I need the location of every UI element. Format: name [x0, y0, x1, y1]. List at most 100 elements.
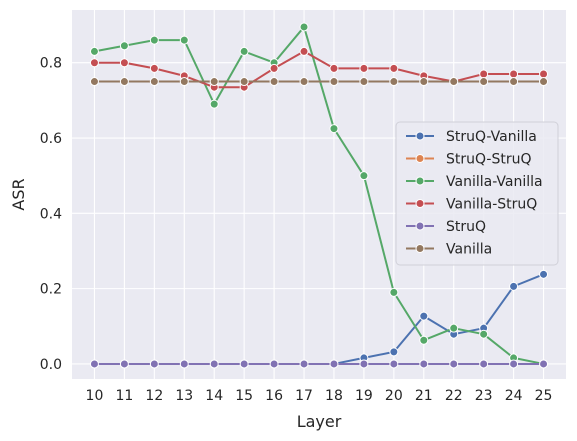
- x-tick-label: 14: [205, 388, 223, 404]
- data-point: [239, 359, 249, 369]
- y-tick-label: 0.0: [40, 357, 62, 373]
- x-tick-label: 20: [385, 388, 403, 404]
- x-tick-label: 24: [505, 388, 523, 404]
- data-point: [359, 63, 369, 73]
- series-line: [93, 25, 545, 365]
- legend-label: Vanilla: [446, 242, 492, 258]
- data-point: [479, 77, 489, 87]
- data-point: [389, 77, 399, 87]
- data-point: [119, 41, 129, 51]
- legend-entry: Vanilla-Vanilla: [406, 174, 543, 190]
- data-point: [419, 335, 429, 345]
- legend-marker: [415, 244, 425, 253]
- data-point: [479, 69, 489, 79]
- x-tick-label: 23: [475, 388, 493, 404]
- x-tick-label: 11: [115, 388, 133, 404]
- data-point: [329, 77, 339, 87]
- data-point: [89, 77, 99, 87]
- data-point: [269, 63, 279, 73]
- x-tick-label: 12: [145, 388, 163, 404]
- legend-marker: [415, 154, 425, 163]
- data-point: [329, 359, 339, 369]
- data-point: [89, 359, 99, 369]
- data-point: [119, 359, 129, 369]
- series-vanilla: [89, 77, 549, 87]
- data-point: [419, 311, 429, 321]
- data-point: [359, 77, 369, 87]
- data-point: [299, 359, 309, 369]
- data-point: [179, 35, 189, 45]
- x-tick-label: 22: [445, 388, 463, 404]
- legend-marker: [415, 199, 425, 208]
- x-tick-label: 10: [86, 388, 104, 404]
- data-point: [209, 77, 219, 87]
- series-struq: [89, 359, 549, 369]
- data-point: [209, 99, 219, 109]
- data-point: [509, 69, 519, 79]
- data-point: [389, 287, 399, 297]
- data-point: [239, 77, 249, 87]
- data-point: [539, 77, 549, 87]
- data-point: [329, 124, 339, 134]
- data-point: [179, 77, 189, 87]
- data-point: [419, 77, 429, 87]
- x-axis-label: Layer: [297, 412, 342, 431]
- x-axis-ticks: 10 11 12 13 14 15 16 17 18 19 20 21 22 23 24 25: [86, 388, 553, 404]
- data-point: [119, 77, 129, 87]
- data-point: [299, 77, 309, 87]
- legend-entry: Vanilla-StruQ: [406, 197, 537, 213]
- y-tick-label: 0.4: [40, 206, 62, 222]
- x-tick-label: 15: [235, 388, 253, 404]
- data-point: [89, 58, 99, 68]
- legend-label: StruQ-StruQ: [446, 152, 532, 168]
- data-point: [509, 359, 519, 369]
- legend-label: StruQ-Vanilla: [446, 129, 537, 145]
- data-point: [149, 77, 159, 87]
- data-point: [239, 46, 249, 56]
- data-point: [299, 22, 309, 32]
- legend: StruQ-Vanilla StruQ-StruQ Vanilla-Vanilla V…: [395, 121, 559, 266]
- x-tick-label: 18: [325, 388, 343, 404]
- data-point: [299, 46, 309, 56]
- data-point: [89, 46, 99, 56]
- data-point: [419, 359, 429, 369]
- data-point: [449, 77, 459, 87]
- legend-marker: [415, 176, 425, 186]
- data-point: [269, 359, 279, 369]
- y-axis-ticks: 0.0 0.2 0.4 0.6 0.8: [40, 56, 62, 373]
- data-point: [329, 63, 339, 73]
- x-tick-label: 13: [175, 388, 193, 404]
- series-layer: [89, 22, 549, 369]
- legend-entry: StruQ-Vanilla: [406, 129, 537, 145]
- legend-entry: Vanilla: [406, 242, 492, 258]
- data-point: [449, 359, 459, 369]
- x-tick-label: 16: [265, 388, 283, 404]
- legend-marker: [415, 221, 425, 231]
- legend-label: StruQ: [446, 219, 486, 235]
- data-point: [389, 347, 399, 357]
- data-point: [389, 63, 399, 73]
- y-tick-label: 0.2: [40, 282, 62, 298]
- data-point: [149, 35, 159, 45]
- data-point: [179, 359, 189, 369]
- y-axis-label: ASR: [9, 178, 28, 210]
- data-point: [539, 269, 549, 279]
- legend-marker: [415, 131, 425, 141]
- data-point: [509, 77, 519, 87]
- data-point: [209, 359, 219, 369]
- x-tick-label: 25: [535, 388, 553, 404]
- data-point: [359, 359, 369, 369]
- legend-label: Vanilla-Vanilla: [446, 174, 543, 190]
- legend-entry: StruQ: [406, 219, 486, 235]
- data-point: [479, 329, 489, 339]
- legend-box: [395, 121, 559, 266]
- series-line: [93, 50, 545, 89]
- data-point: [359, 171, 369, 181]
- data-point: [449, 323, 459, 333]
- data-point: [119, 58, 129, 68]
- y-tick-label: 0.6: [40, 131, 62, 147]
- data-point: [269, 77, 279, 87]
- data-point: [149, 63, 159, 73]
- data-point: [149, 359, 159, 369]
- data-point: [479, 359, 489, 369]
